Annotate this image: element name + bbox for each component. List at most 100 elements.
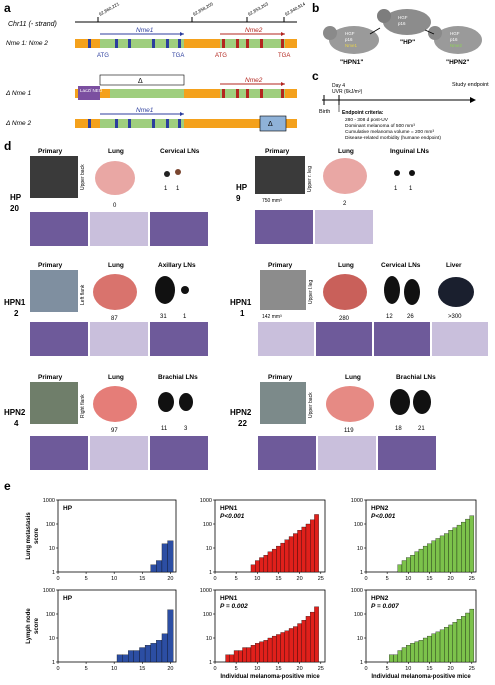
ln-histology xyxy=(378,436,436,470)
chr-label: Chr11 (- strand) xyxy=(8,21,57,28)
bar xyxy=(422,545,428,573)
chart-title: HPN2 xyxy=(371,595,389,602)
bar xyxy=(250,564,256,573)
bar xyxy=(418,640,424,663)
col-lung: Lung xyxy=(345,374,361,381)
x-tick-label: 25 xyxy=(318,666,324,672)
ln-count-2: 26 xyxy=(407,314,414,320)
svg-text:Nme2: Nme2 xyxy=(450,43,463,48)
ln-photo xyxy=(390,389,410,415)
tga2-label: TGA xyxy=(278,53,290,59)
ln-photo xyxy=(394,170,400,176)
row1-locus xyxy=(75,39,297,48)
bar xyxy=(435,538,441,573)
x-tick-label: 15 xyxy=(426,576,432,582)
col-lung: Lung xyxy=(108,262,124,269)
x-tick-label: 10 xyxy=(405,576,411,582)
primary-photo xyxy=(30,270,78,312)
mouse-label: 22 xyxy=(238,419,247,428)
x-tick-label: 15 xyxy=(275,576,281,582)
primary-histology xyxy=(258,436,316,470)
bar xyxy=(465,612,470,663)
bar xyxy=(427,635,432,663)
bar xyxy=(255,643,260,663)
nme1-region xyxy=(100,39,184,48)
liver-histology xyxy=(432,322,488,356)
svg-text:p16: p16 xyxy=(345,37,353,42)
col-primary: Primary xyxy=(38,262,63,269)
bar xyxy=(293,626,298,663)
mouse-hp: HGF p16 xyxy=(377,9,431,35)
col-primary: Primary xyxy=(265,148,290,155)
criteria-2: Dominant melanoma of 500 mm³ xyxy=(345,123,415,129)
lacz-label: LacZ/ NEO xyxy=(80,88,103,93)
panel-letter-a: a xyxy=(4,1,11,15)
bar xyxy=(156,640,163,663)
bar xyxy=(288,628,294,663)
x-tick-label: 25 xyxy=(318,576,324,582)
x-tick-label: 5 xyxy=(386,576,389,582)
delta1-label: Δ xyxy=(138,78,143,85)
x-tick-label: 15 xyxy=(275,666,281,672)
bar xyxy=(297,530,302,573)
plot-frame xyxy=(57,499,177,573)
bar xyxy=(229,654,235,663)
col-primary: Primary xyxy=(38,374,63,381)
panel-letter-d: d xyxy=(4,139,11,153)
site-label: Upper l.leg xyxy=(308,280,314,304)
ln-count-1: 1 xyxy=(164,186,168,192)
x-axis-label: Individual melanoma-positive mice xyxy=(371,674,471,680)
svg-text:HGF: HGF xyxy=(345,31,355,36)
bar xyxy=(293,533,298,573)
atg2-label: ATG xyxy=(215,53,227,59)
lung-count: 2 xyxy=(343,201,347,207)
chart-title: HPN1 xyxy=(220,595,238,602)
col-lung: Lung xyxy=(108,374,124,381)
bar xyxy=(242,647,247,663)
panel-letter-e: e xyxy=(4,479,11,493)
y-tick-label: 100 xyxy=(354,612,363,618)
bar xyxy=(301,620,307,663)
ln-photo xyxy=(158,392,174,412)
x-tick-label: 10 xyxy=(254,666,260,672)
ln-count-2: 1 xyxy=(176,186,180,192)
bar xyxy=(263,640,269,663)
bar xyxy=(461,521,466,573)
bar xyxy=(418,548,424,573)
primary-photo xyxy=(260,382,306,424)
bar xyxy=(439,629,445,663)
mouse-label: 1 xyxy=(240,309,245,318)
bar xyxy=(414,641,420,663)
ln-count-1: 11 xyxy=(161,426,168,432)
y-tick-label: 1 xyxy=(52,660,55,666)
bar xyxy=(259,557,264,573)
x-tick-label: 10 xyxy=(405,666,411,672)
bar xyxy=(276,634,281,663)
bar xyxy=(276,545,281,573)
lung-count: 0 xyxy=(113,203,117,209)
x-tick-label: 0 xyxy=(56,666,59,672)
delta2-label: Δ xyxy=(268,121,273,128)
bar xyxy=(301,526,307,573)
x-axis-label: Individual melanoma-positive mice xyxy=(220,674,320,680)
x-tick-label: 25 xyxy=(469,666,475,672)
y-tick-label: 1000 xyxy=(351,498,363,504)
x-tick-label: 0 xyxy=(364,576,367,582)
y-axis-label-2: score xyxy=(34,527,40,544)
ln-count-1: 31 xyxy=(160,314,167,320)
y-tick-label: 10 xyxy=(357,546,363,552)
y-tick-label: 10 xyxy=(357,636,363,642)
svg-text:HGF: HGF xyxy=(398,15,408,20)
bar xyxy=(448,530,453,573)
nme2-region xyxy=(220,39,285,48)
lung-count: 87 xyxy=(111,316,118,322)
liver-photo xyxy=(438,277,474,307)
bar xyxy=(435,631,441,663)
bar xyxy=(267,551,273,573)
mouse-label: 9 xyxy=(236,194,241,203)
bar xyxy=(465,518,470,573)
bar xyxy=(393,654,398,663)
